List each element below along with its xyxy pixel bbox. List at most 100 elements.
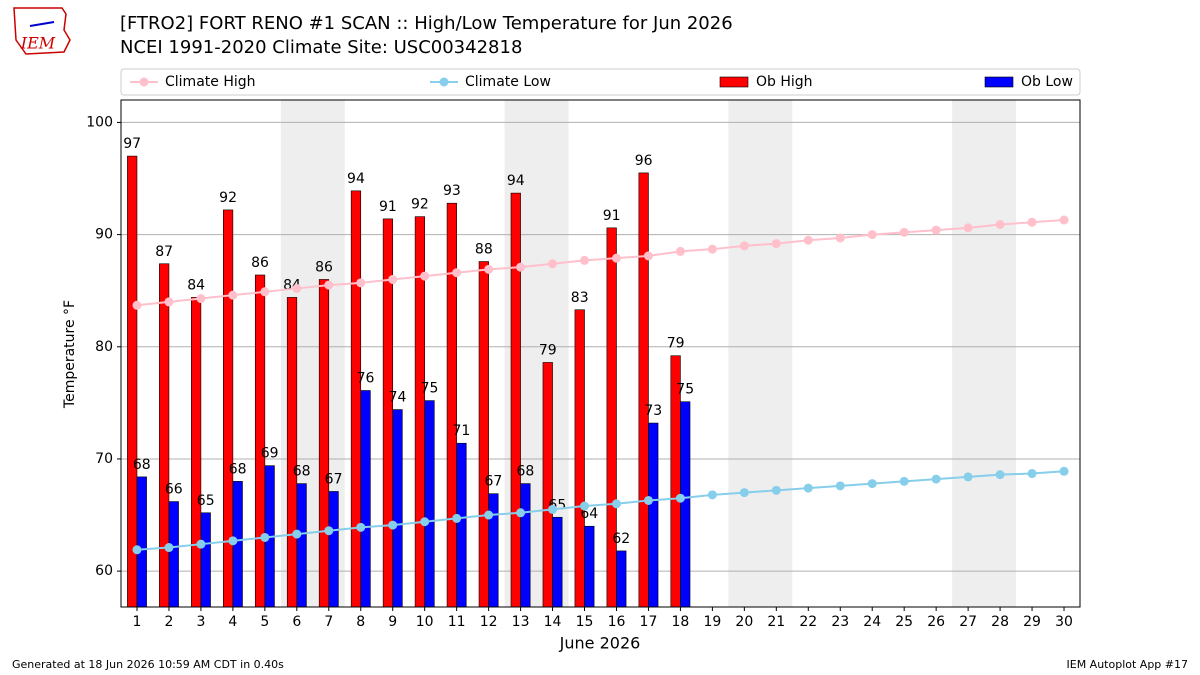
- line: [136, 470, 1065, 551]
- bar: [552, 516, 563, 608]
- bar-label: 66: [165, 482, 183, 498]
- line-marker: [516, 508, 526, 518]
- line-marker: [260, 287, 270, 297]
- bar: [456, 442, 467, 608]
- line-marker: [899, 227, 909, 237]
- x-tick-label: 23: [831, 614, 849, 630]
- bar: [296, 483, 307, 608]
- line-marker: [675, 493, 685, 503]
- bar: [488, 493, 499, 608]
- x-axis-label: June 2026: [559, 634, 641, 653]
- bar: [574, 309, 585, 608]
- x-tick-label: 30: [1055, 614, 1073, 630]
- line-marker: [675, 246, 685, 256]
- bar-label: 71: [453, 423, 471, 439]
- y-tick-label: 100: [86, 114, 113, 130]
- legend-marker: [139, 77, 149, 87]
- x-tick-label: 18: [672, 614, 690, 630]
- x-tick-label: 5: [260, 614, 269, 630]
- x-tick-label: 11: [448, 614, 466, 630]
- bar: [680, 401, 691, 608]
- bar: [159, 263, 170, 608]
- bar: [168, 501, 179, 608]
- plot-frame: [120, 99, 1081, 608]
- bar: [510, 192, 521, 608]
- bar-label: 91: [379, 199, 397, 215]
- bar: [542, 362, 553, 608]
- bar-label: 97: [123, 136, 141, 152]
- line-marker: [164, 297, 174, 307]
- bar: [222, 209, 234, 608]
- x-tick-label: 21: [767, 614, 785, 630]
- line-marker: [803, 235, 813, 245]
- line-marker: [452, 513, 462, 523]
- y-tick-label: 60: [95, 563, 113, 579]
- line-marker: [1059, 466, 1069, 476]
- x-tick-label: 17: [640, 614, 658, 630]
- bar: [392, 409, 403, 608]
- footer-right: IEM Autoplot App #17: [1067, 658, 1189, 671]
- line-marker: [548, 504, 558, 514]
- legend-label: Ob High: [756, 74, 813, 90]
- x-tick-label: 12: [480, 614, 498, 630]
- bar: [318, 279, 330, 608]
- line-marker: [484, 510, 494, 520]
- bar: [127, 155, 138, 608]
- line-marker: [803, 483, 813, 493]
- chart-subtitle: NCEI 1991-2020 Climate Site: USC00342818: [120, 37, 522, 58]
- line-marker: [420, 271, 430, 281]
- x-tick-label: 22: [799, 614, 817, 630]
- x-tick-label: 16: [608, 614, 626, 630]
- x-tick-label: 7: [324, 614, 333, 630]
- line-marker: [1027, 217, 1037, 227]
- line-marker: [707, 490, 717, 500]
- line-marker: [292, 529, 302, 539]
- line-marker: [963, 472, 973, 482]
- line-marker: [963, 223, 973, 233]
- bar: [191, 297, 202, 608]
- bar-label: 83: [571, 290, 589, 306]
- line-marker: [228, 290, 238, 300]
- x-tick-label: 2: [164, 614, 173, 630]
- x-tick-label: 29: [1023, 614, 1041, 630]
- bar-label: 76: [357, 371, 375, 387]
- x-tick-label: 1: [133, 614, 142, 630]
- x-tick-label: 8: [356, 614, 365, 630]
- x-tick-label: 6: [292, 614, 301, 630]
- bar-label: 67: [325, 471, 343, 487]
- line-marker: [516, 262, 526, 272]
- bar: [584, 525, 595, 608]
- bar: [254, 274, 266, 608]
- line-marker: [931, 225, 941, 235]
- bar: [350, 190, 362, 608]
- bar-label: 68: [133, 457, 151, 473]
- line-marker: [739, 488, 749, 498]
- line-marker: [611, 499, 621, 509]
- x-tick-label: 9: [388, 614, 397, 630]
- line-marker: [228, 536, 238, 546]
- line-marker: [452, 268, 462, 278]
- legend-swatch: [719, 76, 749, 88]
- weekend-band: [952, 100, 1017, 607]
- line-marker: [739, 241, 749, 251]
- line-marker: [388, 274, 398, 284]
- line-marker: [196, 539, 206, 549]
- line-marker: [611, 253, 621, 263]
- y-axis-label: Temperature °F: [62, 300, 78, 409]
- line-marker: [196, 294, 206, 304]
- x-tick-label: 28: [991, 614, 1009, 630]
- line-marker: [356, 522, 366, 532]
- line-marker: [580, 501, 590, 511]
- line-marker: [1027, 469, 1037, 479]
- bar-label: 69: [261, 446, 279, 462]
- bar: [286, 297, 298, 608]
- x-tick-label: 25: [895, 614, 913, 630]
- bar: [200, 512, 211, 608]
- x-tick-label: 14: [544, 614, 562, 630]
- bar-label: 92: [411, 197, 429, 213]
- chart-title: [FTRO2] FORT RENO #1 SCAN :: High/Low Te…: [120, 13, 733, 34]
- bar-label: 68: [293, 464, 311, 480]
- bar: [136, 476, 147, 608]
- line-marker: [324, 280, 334, 290]
